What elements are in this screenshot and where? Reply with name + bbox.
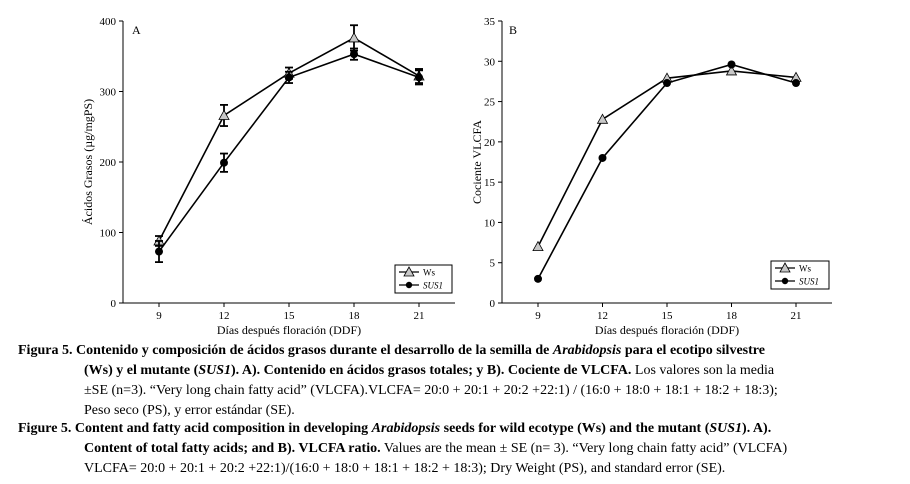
data-point-sus1 [792,79,800,88]
x-tick-label: 21 [414,310,425,322]
x-tick-label: 21 [791,310,802,322]
caption-es-l2-italic: SUS1 [198,363,231,378]
y-tick-label: 25 [484,97,496,109]
y-tick-label: 300 [100,87,117,99]
x-tick-label: 15 [284,310,296,322]
data-point-ws [532,240,544,252]
data-point-sus1 [598,153,607,162]
data-point-ws [348,32,360,43]
y-tick-label: 10 [484,217,496,229]
data-point-sus1 [285,73,293,82]
legend-marker-ws [403,266,415,277]
caption-es-label: Figura 5. [18,343,73,358]
caption-en-line-1: Figure 5. Content and fatty acid composi… [18,419,903,439]
y-tick-label: 100 [100,228,117,240]
caption-en-l1-bold-end: ). A). [742,421,772,436]
y-tick-label: 30 [484,56,496,68]
data-point-ws [596,113,609,124]
series-line-ws [537,70,797,247]
data-point-ws [218,109,230,120]
caption-es-line-3: ±SE (n=3). “Very long chain fatty acid” … [84,383,778,398]
data-point-sus1 [415,73,423,82]
caption-english: Figure 5. Content and fatty acid composi… [18,419,903,479]
legend: Ws SUS1 [770,260,830,290]
caption-es-l1-italic: Arabidopsis [552,343,622,358]
x-tick-label: 9 [535,310,541,322]
x-tick-label: 18 [726,310,738,322]
data-point-ws [725,65,738,76]
y-tick-label: 200 [100,157,117,169]
x-axis-title: Días después floración (DDF) [217,323,361,337]
data-point-sus1 [534,274,542,283]
caption-es-l2-normal: Los valores son la media [631,363,775,378]
legend-label-sus1: SUS1 [799,277,819,287]
legend-label-sus1: SUS1 [423,281,443,291]
legend-box [770,260,830,290]
caption-es-line-1: Figura 5. Contenido y composición de áci… [18,341,903,361]
panel-label: B [509,23,517,37]
x-tick-label: 12 [597,310,608,322]
x-axis-title: Días después floración (DDF) [595,323,739,337]
caption-es-l2-bold: (Ws) y el mutante ( [84,363,199,378]
caption-en-l2-bold: Content of total fatty acids; and B). VL… [84,441,381,456]
caption-spanish: Figura 5. Contenido y composición de áci… [18,341,903,421]
y-axis-title: Ácidos Grasos (µg/mgPS) [81,99,95,225]
x-tick-label: 9 [156,310,162,322]
legend-marker-sus1 [405,281,413,289]
y-tick-label: 15 [484,177,496,189]
data-point-sus1 [663,79,671,88]
caption-en-l2-normal: Values are the mean ± SE (n= 3). “Very l… [380,441,788,456]
caption-en-line-2: Content of total fatty acids; and B). VL… [18,439,903,459]
y-tick-label: 35 [484,16,496,28]
y-axis-title: Cociente VLCFA [470,120,484,204]
caption-en-l1-bold: Content and fatty acid composition in de… [71,421,372,436]
caption-en-l1-italic2: SUS1 [709,421,743,436]
data-point-sus1 [155,247,163,256]
y-tick-label: 0 [111,298,117,310]
caption-en-l1-italic: Arabidopsis [371,421,441,436]
legend-marker-ws [779,262,791,273]
y-tick-label: 0 [490,298,496,310]
chart-panel-b: 0 5 10 15 20 25 30 35 9 12 15 18 21 B Días después flo… [470,16,832,337]
caption-en-line-3: VLCFA= 20:0 + 20:1 + 20:2 +22:1)/(16:0 +… [84,461,726,476]
caption-es-line-4: Peso seco (PS), y error estándar (SE). [84,403,295,418]
x-tick-label: 18 [349,310,361,322]
data-point-sus1 [350,50,358,59]
x-tick-label: 12 [219,310,230,322]
y-tick-label: 400 [100,16,117,28]
chart-panel-a: 0 100 200 300 400 9 12 15 18 21 A Días después flor… [81,16,455,337]
caption-en-l1-bold-mid: seeds for wild ecotype (Ws) and the muta… [440,421,710,436]
legend-box [394,264,453,294]
caption-en-label: Figure 5. [18,421,72,436]
legend-label-ws: Ws [423,268,435,278]
x-tick-label: 15 [662,310,674,322]
panel-label: A [132,23,141,37]
caption-es-l2-bold-end: ). A). Contenido en ácidos grasos totale… [231,363,632,378]
legend: Ws SUS1 [394,264,453,294]
data-point-sus1 [220,158,228,167]
legend-label-ws: Ws [799,264,811,274]
caption-es-line-2: (Ws) y el mutante (SUS1). A). Contenido … [18,361,903,381]
legend-marker-sus1 [781,277,789,285]
caption-es-l1-bold-end: para el ecotipo silvestre [621,343,765,358]
caption-es-l1-bold: Contenido y composición de ácidos grasos… [72,343,553,358]
y-tick-label: 20 [484,137,496,149]
data-point-sus1 [727,60,736,69]
y-tick-label: 5 [490,258,496,270]
